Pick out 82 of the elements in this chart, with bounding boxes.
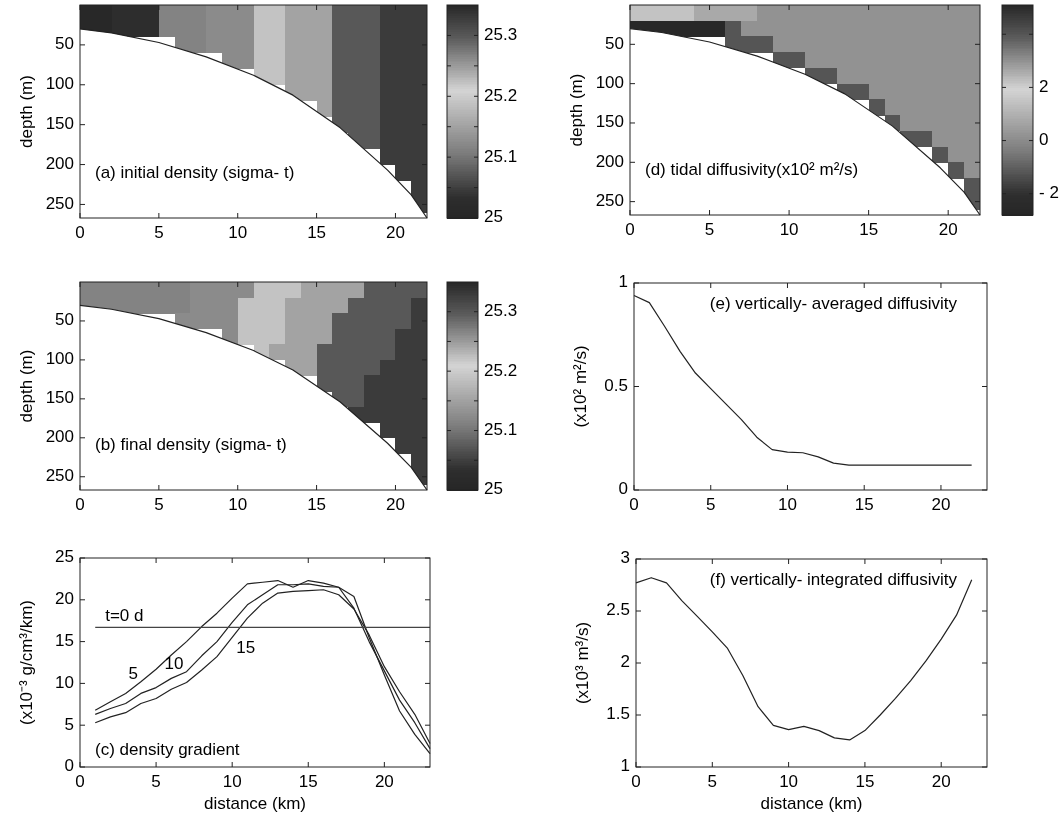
x-tick-label: 5 xyxy=(707,772,718,791)
color-bar-label: - 2 xyxy=(1039,183,1059,203)
y-tick-label: 1 xyxy=(620,756,630,776)
y-tick-label: 50 xyxy=(55,310,74,330)
y-axis-title: depth (m) xyxy=(567,73,586,147)
series-label: 10 xyxy=(164,653,184,673)
color-bar-label: 25.2 xyxy=(484,360,518,380)
y-axis-title: (x10³ m³/s) xyxy=(573,621,592,705)
color-bar-label: 2 xyxy=(1039,76,1049,96)
x-tick-label: 15 xyxy=(298,772,318,791)
y-tick-label: 0 xyxy=(618,479,628,499)
y-tick-label: 10 xyxy=(55,672,74,692)
series-label: 5 xyxy=(128,663,138,683)
y-axis-title: depth (m) xyxy=(17,349,36,423)
y-tick-label: 20 xyxy=(55,589,74,609)
series-label: t=0 d xyxy=(105,606,144,626)
y-tick-label: 1.5 xyxy=(606,704,630,724)
color-bar-label: 25 xyxy=(484,207,503,227)
x-tick-label: 10 xyxy=(228,495,248,514)
color-bar-label: 25.1 xyxy=(484,420,518,440)
x-tick-label: 20 xyxy=(938,220,958,239)
x-axis-title: distance (km) xyxy=(203,794,307,813)
y-tick-label: 0.5 xyxy=(604,375,628,395)
y-tick-label: 5 xyxy=(64,714,74,734)
y-tick-label: 3 xyxy=(620,548,630,568)
x-tick-label: 10 xyxy=(228,223,248,242)
annotation: (e) vertically- averaged diffusivity xyxy=(709,294,958,313)
y-tick-label: 150 xyxy=(45,114,74,134)
y-tick-label: 250 xyxy=(45,193,74,213)
y-tick-label: 150 xyxy=(45,388,74,408)
x-tick-label: 5 xyxy=(706,495,716,514)
x-tick-label: 10 xyxy=(222,772,242,791)
annotation: (f) vertically- integrated diffusivity xyxy=(709,570,958,589)
x-tick-label: 5 xyxy=(704,220,715,239)
x-tick-label: 5 xyxy=(151,772,161,791)
x-tick-label: 10 xyxy=(779,772,799,791)
y-tick-label: 150 xyxy=(595,112,624,132)
y-tick-label: 200 xyxy=(45,154,74,174)
color-bar-label: 0 xyxy=(1039,130,1049,150)
x-tick-label: 15 xyxy=(855,772,875,791)
y-tick-label: 100 xyxy=(45,349,74,369)
annotation: (a) initial density (sigma- t) xyxy=(95,163,295,182)
y-tick-label: 100 xyxy=(45,74,74,94)
color-bar-label: 25.2 xyxy=(484,85,518,105)
x-tick-label: 20 xyxy=(931,495,951,514)
x-tick-label: 20 xyxy=(931,772,951,791)
x-axis-title: distance (km) xyxy=(760,794,863,813)
x-tick-label: 20 xyxy=(385,495,405,514)
color-bar-label: 25.3 xyxy=(484,301,518,321)
x-tick-label: 5 xyxy=(154,495,164,514)
y-tick-label: 100 xyxy=(595,73,624,93)
color-bar-label: 25 xyxy=(484,479,503,499)
annotation: (d) tidal diffusivity(x10² m²/s) xyxy=(645,160,859,179)
x-tick-label: 10 xyxy=(779,220,799,239)
y-tick-label: 50 xyxy=(55,34,74,54)
y-axis-title: (x10² m²/s) xyxy=(571,345,590,428)
x-tick-label: 15 xyxy=(307,495,327,514)
y-tick-label: 15 xyxy=(55,631,74,651)
y-tick-label: 250 xyxy=(45,466,74,486)
color-bar-label: 25.3 xyxy=(484,24,518,44)
x-tick-label: 15 xyxy=(859,220,879,239)
y-axis-title: depth (m) xyxy=(17,75,36,148)
y-tick-label: 25 xyxy=(55,547,74,567)
y-tick-label: 2.5 xyxy=(606,600,630,620)
y-tick-label: 50 xyxy=(605,33,624,53)
color-bar-label: 25.1 xyxy=(484,146,518,166)
y-tick-label: 0 xyxy=(64,756,74,776)
y-axis-title: (x10⁻³ g/cm³/km) xyxy=(17,600,36,725)
x-tick-label: 10 xyxy=(778,495,797,514)
y-tick-label: 2 xyxy=(620,652,630,672)
x-tick-label: 15 xyxy=(307,223,327,242)
y-tick-label: 200 xyxy=(45,427,74,447)
y-tick-label: 250 xyxy=(595,191,624,211)
y-tick-label: 1 xyxy=(618,272,628,292)
annotation: (b) final density (sigma- t) xyxy=(95,435,287,454)
x-tick-label: 20 xyxy=(385,223,405,242)
series-label: 15 xyxy=(236,638,256,658)
x-tick-label: 5 xyxy=(154,223,164,242)
annotation: (c) density gradient xyxy=(95,740,240,759)
y-tick-label: 200 xyxy=(595,151,624,171)
x-tick-label: 20 xyxy=(374,772,394,791)
x-tick-label: 15 xyxy=(854,495,874,514)
